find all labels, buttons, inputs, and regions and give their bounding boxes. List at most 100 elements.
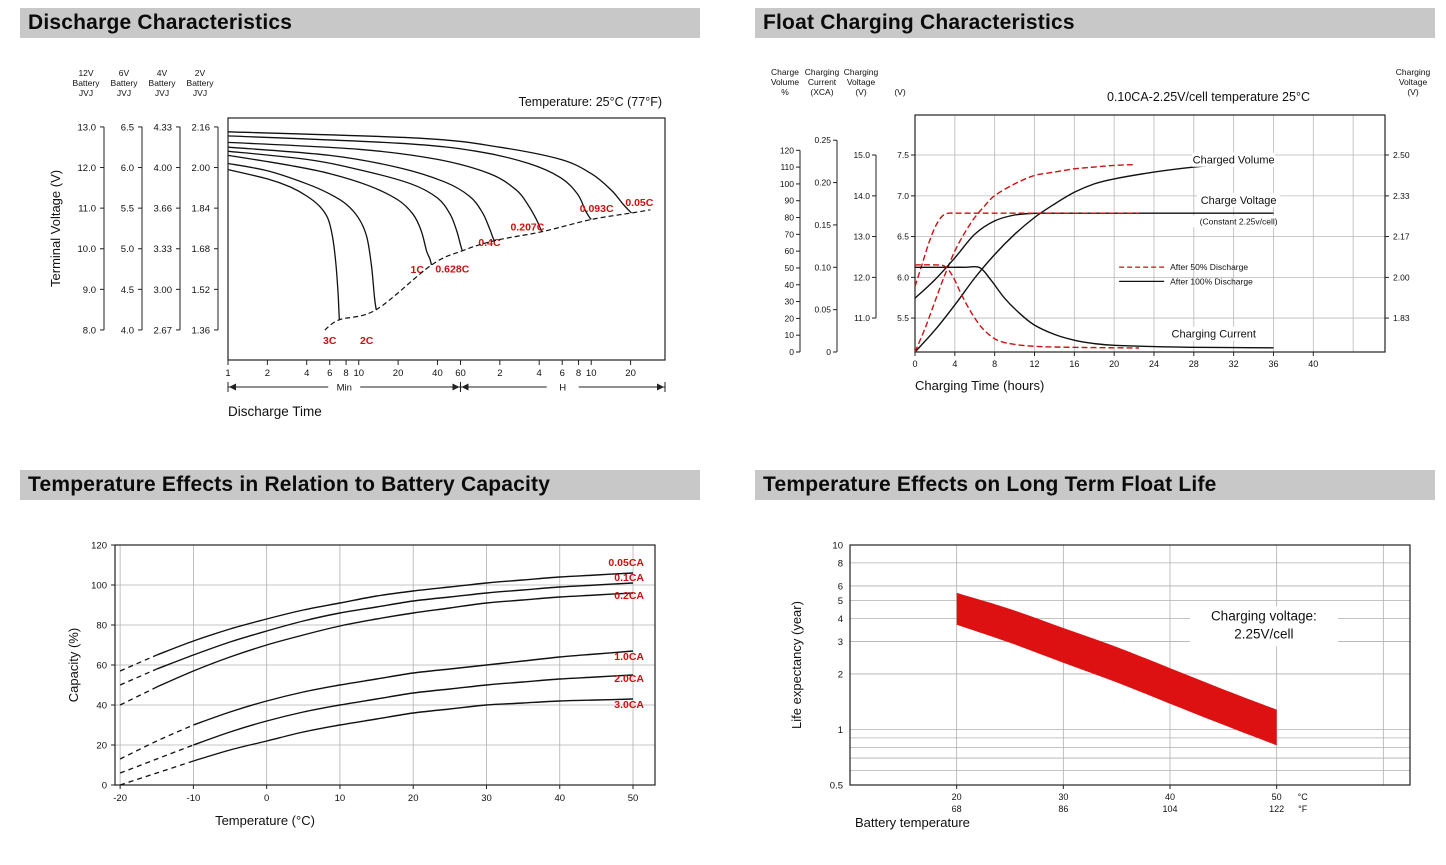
tick-label: 6 [560, 368, 565, 379]
curve-label: Charge Voltage [1201, 195, 1277, 207]
curve-label-3C: 3C [323, 335, 337, 347]
curve-2C [227, 162, 377, 310]
tick-label: 4 [952, 359, 957, 369]
tick-label: -10 [187, 793, 201, 804]
axis-header: Charging [805, 67, 840, 77]
tick-label: 7.0 [897, 191, 909, 201]
x-unit-celsius: °C [1298, 792, 1309, 802]
tick-label: 10 [335, 793, 346, 804]
curve-0.05CA-cold [119, 654, 158, 672]
tick-label: 4.0 [121, 325, 134, 336]
section-header-discharge: Discharge Characteristics [20, 8, 700, 38]
curve-label: Charging Current [1172, 329, 1256, 341]
tick-label: 120 [91, 541, 107, 552]
tick-label: 8.0 [83, 325, 96, 336]
tick-label: 120 [780, 145, 794, 155]
axis-header: Charging [1396, 67, 1431, 77]
time-unit-span-label: H [559, 383, 566, 394]
tick-label: 5.5 [897, 313, 909, 323]
axis-header: 2V [195, 68, 206, 78]
curve-1.0CA-cold [119, 724, 194, 760]
tick-label: 4 [838, 614, 843, 625]
y-axis-title: Life expectancy (year) [789, 601, 804, 729]
curve-label-0.2CA: 0.2CA [614, 590, 644, 602]
tick-label: 1.83 [1393, 313, 1410, 323]
curve-0.628C [227, 150, 463, 251]
tick-label: 1 [225, 368, 230, 379]
axis-header: (XCA) [810, 87, 833, 97]
curve-charged-volume-after-50 [914, 163, 1135, 353]
label-bg [1192, 152, 1276, 167]
axis-header: Battery [187, 78, 215, 88]
tick-label: 2.00 [192, 163, 211, 174]
curve-0.05C [227, 131, 632, 214]
tick-label: 0 [826, 347, 831, 357]
curve-0.05CA [156, 572, 634, 656]
plot-frame [227, 117, 666, 361]
tick-label: 2.33 [1393, 191, 1410, 201]
curve-0.2CA [156, 592, 634, 688]
curve-label-0.093C: 0.093C [580, 203, 614, 215]
curve-0.1CA [156, 582, 634, 670]
curve-label: (Constant 2.25v/cell) [1200, 216, 1278, 226]
legend-label: After 50% Discharge [1170, 262, 1248, 272]
axis-header: 12V [78, 68, 93, 78]
tick-label: 6.5 [897, 232, 909, 242]
tick-label: 28 [1189, 359, 1199, 369]
curve-label-3.0CA: 3.0CA [614, 699, 644, 711]
float-charging-chart: ChargeVolume%120110100908070605040302010… [771, 67, 1431, 393]
cutoff-curve [324, 209, 651, 331]
axis-header: Charge [771, 67, 799, 77]
curve-label-0.207C: 0.207C [510, 221, 544, 233]
tick-label: 40 [432, 368, 443, 379]
tick-label: 0 [102, 781, 107, 792]
panel-float-charging-characteristics: Float Charging Characteristics Charge Vol… [755, 8, 1445, 398]
legend-label: After 100% Discharge [1170, 276, 1253, 286]
annotation-bg [1189, 606, 1338, 647]
chart-annotation: Temperature: 25°C (77°F) [519, 95, 662, 109]
tick-label: 1.68 [192, 244, 211, 255]
tick-label: 5 [838, 596, 843, 607]
curve-charging-current-after-50 [914, 264, 1140, 349]
tick-label-fahrenheit: 104 [1162, 804, 1177, 814]
section-header-temperature-capacity: Temperature Effects in Relation to Batte… [20, 470, 700, 500]
curve-label-0.05CA: 0.05CA [608, 557, 644, 569]
curve-charged-volume-after-100 [914, 161, 1274, 353]
tick-label: 5.5 [121, 204, 134, 215]
tick-label: 0.15 [814, 220, 831, 230]
tick-label-celsius: 20 [952, 792, 962, 802]
curve-3.0CA [193, 698, 634, 762]
curve-label-2C: 2C [360, 335, 374, 347]
curve-label-0.628C: 0.628C [435, 263, 469, 275]
curve-0.207C [227, 141, 543, 232]
tick-label: 3 [838, 637, 843, 648]
tick-label: 2.67 [154, 325, 173, 336]
tick-label: 4.5 [121, 285, 134, 296]
tick-label: 13.0 [853, 232, 870, 242]
section-title-float-life: Temperature Effects on Long Term Float L… [763, 473, 1217, 496]
chart-annotation: Charging voltage: [1211, 608, 1317, 623]
tick-label: 60 [96, 661, 107, 672]
tick-label: 1.52 [192, 285, 211, 296]
tick-label: 10.0 [78, 244, 97, 255]
tick-label: 5.0 [121, 244, 134, 255]
tick-label: 110 [780, 162, 794, 172]
tick-label: 3.66 [154, 204, 173, 215]
label-bg [1166, 326, 1262, 341]
tick-label: 2.00 [1393, 272, 1410, 282]
tick-label: 50 [628, 793, 639, 804]
curve-label-1C: 1C [410, 264, 424, 276]
tick-label: 8 [992, 359, 997, 369]
axis-header: (V) [894, 87, 906, 97]
tick-label: 4.33 [154, 122, 173, 133]
tick-label: 10 [832, 541, 843, 552]
tick-label: 20 [393, 368, 404, 379]
tick-label: 15.0 [853, 150, 870, 160]
tick-label: 0.10 [814, 262, 831, 272]
tick-label: 10 [785, 330, 795, 340]
tick-label: 4 [537, 368, 542, 379]
axis-header: JVJ [193, 88, 207, 98]
axis-header: JVJ [79, 88, 93, 98]
